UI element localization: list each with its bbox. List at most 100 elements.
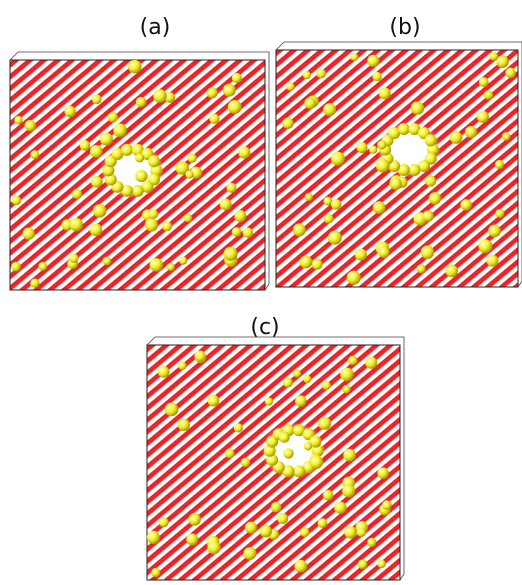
atom	[162, 221, 172, 231]
atom	[461, 199, 472, 210]
atom	[188, 154, 197, 163]
atom	[93, 204, 107, 218]
atom	[232, 227, 242, 237]
simulation-panels	[10, 42, 522, 580]
atom	[425, 134, 437, 146]
atom	[178, 362, 186, 370]
atom	[293, 369, 301, 377]
atom	[207, 87, 218, 98]
atom	[373, 201, 386, 214]
atom	[136, 97, 146, 107]
atom	[318, 518, 328, 528]
atom	[92, 94, 102, 104]
atom	[283, 378, 293, 388]
atom	[30, 150, 39, 159]
atom	[377, 560, 385, 568]
simulation-box	[147, 337, 404, 580]
atom	[496, 55, 509, 68]
atom	[135, 170, 147, 182]
atom	[342, 484, 355, 497]
atom	[238, 146, 250, 158]
atom	[223, 84, 236, 97]
atom	[207, 541, 220, 554]
atom	[277, 513, 288, 524]
atom	[149, 209, 159, 219]
atom	[300, 256, 313, 269]
atom	[178, 419, 190, 431]
atom	[179, 257, 187, 265]
atom	[69, 254, 78, 263]
panel-label: (b)	[389, 15, 420, 40]
atom	[342, 385, 350, 393]
atom	[479, 77, 489, 87]
atom	[445, 265, 458, 278]
atom	[132, 185, 144, 197]
atom	[72, 189, 82, 199]
atom	[322, 381, 331, 390]
atom	[245, 522, 257, 534]
atom	[279, 432, 290, 443]
atom	[344, 526, 357, 539]
atom	[208, 395, 220, 407]
atom	[128, 60, 141, 73]
atom	[153, 89, 167, 103]
atom	[145, 218, 158, 231]
atom	[343, 449, 356, 462]
atom	[108, 112, 118, 122]
atom	[295, 395, 306, 406]
atom	[477, 111, 489, 123]
atom	[271, 502, 281, 512]
atom	[355, 248, 367, 260]
atom	[265, 397, 273, 405]
atom	[151, 568, 160, 577]
atom	[365, 357, 377, 369]
atom	[398, 123, 410, 135]
atom	[334, 501, 346, 513]
atom	[148, 155, 160, 167]
atom	[502, 132, 510, 140]
atom	[318, 417, 331, 430]
atom	[14, 116, 22, 124]
atom	[80, 140, 91, 151]
simulation-box	[276, 42, 522, 287]
atom	[260, 525, 272, 537]
atom	[225, 449, 235, 459]
atom	[487, 255, 499, 267]
atom	[282, 118, 293, 129]
atom	[150, 258, 163, 271]
atom	[243, 227, 254, 238]
atom	[369, 146, 377, 154]
atom	[91, 176, 103, 188]
atom	[283, 448, 293, 458]
atom	[11, 262, 21, 272]
atom	[234, 210, 246, 222]
atom	[300, 528, 309, 537]
atom	[303, 375, 311, 383]
panel-label: (a)	[140, 15, 171, 40]
atom	[305, 193, 313, 201]
atom	[377, 140, 386, 149]
atom	[478, 239, 492, 253]
figure: (a) (b) (c)	[0, 0, 522, 585]
atom	[382, 500, 392, 510]
atom	[350, 53, 358, 61]
atom	[408, 164, 420, 176]
atom	[304, 97, 316, 109]
atom	[417, 264, 426, 273]
atom	[30, 279, 39, 288]
atom	[376, 159, 390, 173]
atom	[465, 126, 477, 138]
atom	[425, 176, 436, 187]
atom	[244, 547, 257, 560]
atom	[450, 131, 463, 144]
atom	[331, 199, 342, 210]
atom	[323, 490, 334, 501]
atom	[489, 52, 498, 61]
atom	[505, 68, 515, 78]
atom	[358, 559, 368, 569]
atom	[38, 262, 47, 271]
atom	[113, 123, 127, 137]
atom	[324, 214, 334, 224]
atom	[70, 218, 83, 231]
atom	[331, 152, 345, 166]
